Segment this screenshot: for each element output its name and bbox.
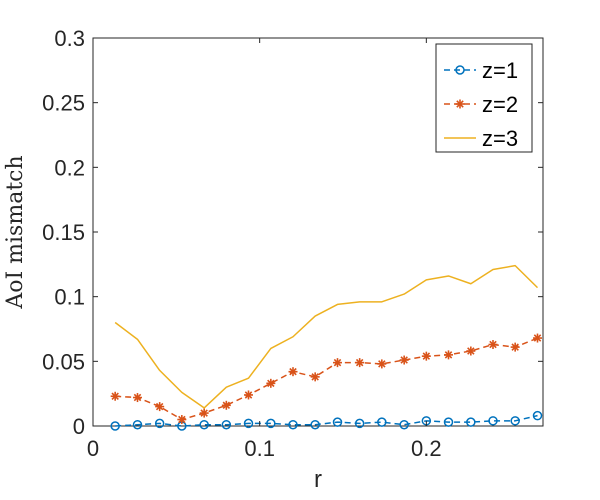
legend: z=1 z=2 z=3	[435, 43, 533, 153]
data-point	[243, 418, 254, 429]
y-tick-label: 0.1	[54, 285, 85, 310]
legend-marker	[455, 99, 465, 109]
series-layer	[110, 264, 543, 431]
legend-box	[435, 43, 533, 153]
data-point	[199, 419, 209, 430]
data-point	[310, 419, 320, 430]
series-2	[110, 333, 542, 425]
data-point	[421, 351, 431, 361]
x-axis-title: r	[314, 466, 322, 493]
data-point	[221, 419, 232, 430]
y-tick-label: 0.2	[54, 155, 85, 180]
data-point	[133, 393, 142, 403]
data-point	[333, 358, 342, 368]
y-axis-title: AoI mismatch	[3, 155, 28, 309]
legend-label: z=2	[482, 92, 518, 117]
data-point	[266, 378, 276, 388]
legend-item: z=2	[444, 92, 518, 117]
data-point	[488, 340, 498, 350]
data-point	[510, 342, 520, 352]
legend-label: z=1	[482, 58, 518, 83]
x-tick-label: 0.2	[411, 436, 442, 461]
data-point	[399, 419, 409, 430]
data-point	[310, 372, 320, 382]
data-point	[177, 415, 187, 425]
y-tick-label: 0.25	[42, 91, 85, 116]
y-tick-label: 0.05	[42, 349, 85, 374]
data-point	[354, 418, 365, 429]
legend-item: z=1	[444, 58, 518, 83]
data-point	[466, 417, 476, 427]
y-tick-label: 0.3	[54, 26, 85, 51]
data-point	[154, 418, 165, 429]
series-1	[110, 410, 543, 431]
data-point	[466, 346, 476, 356]
data-point	[155, 402, 165, 412]
series-line	[114, 264, 539, 409]
data-point	[110, 391, 120, 401]
data-point	[244, 390, 253, 400]
data-point	[532, 410, 543, 421]
data-point	[488, 416, 498, 426]
data-point	[533, 333, 542, 343]
data-point	[288, 367, 298, 377]
data-point	[443, 417, 454, 427]
data-point	[377, 417, 387, 427]
data-point	[266, 418, 276, 429]
legend-marker	[455, 65, 465, 75]
data-point	[221, 400, 231, 410]
data-point	[288, 419, 298, 430]
x-tick-label: 0.1	[244, 436, 275, 461]
legend-label: z=3	[482, 126, 518, 151]
data-point	[199, 408, 209, 418]
data-point	[110, 421, 120, 431]
data-point	[332, 417, 343, 427]
x-tick-label: 0	[87, 436, 99, 461]
data-point	[355, 358, 365, 368]
ticks-layer: 0 0.1 0.2 0 0.05 0.1 0.15 0.2 0.25 0.3	[42, 26, 543, 461]
data-point	[510, 416, 520, 426]
y-tick-label: 0.15	[42, 220, 85, 245]
data-point	[399, 355, 409, 365]
data-point	[377, 359, 387, 369]
legend-item: z=3	[444, 126, 518, 151]
data-point	[132, 419, 143, 430]
series-3	[114, 264, 539, 409]
y-tick-label: 0	[73, 414, 85, 439]
data-point	[444, 350, 453, 360]
